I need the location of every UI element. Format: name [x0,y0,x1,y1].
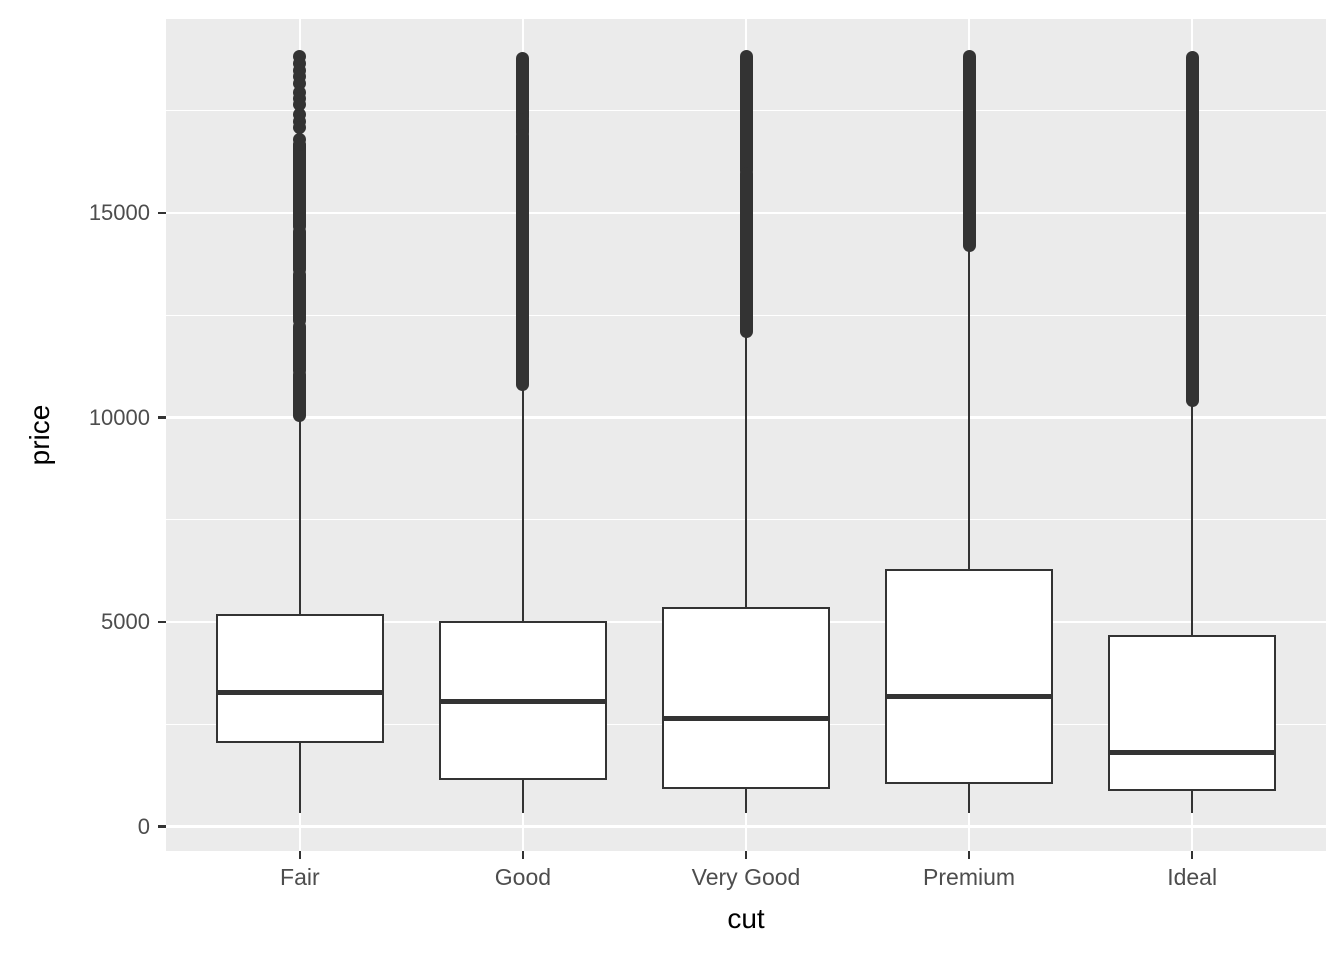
good-outlier-run [516,51,530,124]
x-tick-label: Very Good [691,864,801,890]
fair-outlier-dot [293,137,307,151]
very-good-box [662,606,830,790]
y-tick-label: 15000 [88,200,150,226]
x-tick-mark [521,851,525,859]
x-tick-mark [1190,851,1194,859]
good-upper-whisker [521,385,525,621]
premium-median-line [885,693,1054,699]
y-tick-label: 10000 [88,404,150,430]
fair-median-line [215,689,384,695]
x-tick-mark [298,851,302,859]
fair-outlier-run [293,225,307,277]
premium-box [885,569,1054,784]
y-tick-mark [158,825,166,828]
premium-outlier-run [962,50,976,252]
y-axis-title: price [24,404,55,466]
premium-upper-whisker [967,247,971,570]
ideal-box [1108,635,1277,791]
x-tick-label: Premium [923,864,1016,890]
very-good-outlier-run [739,166,753,338]
premium-lower-whisker [967,783,971,814]
x-tick-mark [967,851,971,859]
y-tick-mark [158,416,166,419]
y-tick-mark [158,620,166,624]
very-good-outlier-run [739,50,753,177]
ideal-median-line [1108,750,1277,756]
fair-outlier-run [293,367,307,422]
ideal-outlier-run [1185,50,1199,408]
fair-outlier-dot [293,120,307,134]
y-tick-label: 5000 [101,609,150,635]
fair-outlier-dot [293,98,307,112]
ideal-lower-whisker [1190,790,1194,814]
fair-lower-whisker [298,742,302,813]
fair-outlier-run [293,319,307,377]
fair-outlier-run [293,139,307,234]
very-good-upper-whisker [744,333,748,607]
x-tick-label: Fair [280,864,320,890]
x-tick-mark [744,851,748,859]
y-tick-mark [158,211,166,215]
ideal-upper-whisker [1190,402,1194,636]
good-lower-whisker [521,779,525,814]
good-outlier-run [516,128,530,391]
fair-box [215,613,384,743]
y-tick-label: 0 [137,813,150,839]
good-median-line [438,699,607,705]
very-good-lower-whisker [744,789,748,813]
fair-upper-whisker [298,420,302,614]
very-good-median-line [662,715,830,721]
fair-outlier-run [293,268,307,328]
x-tick-label: Ideal [1167,864,1218,890]
x-tick-label: Good [494,864,552,890]
x-axis-title: cut [727,903,765,934]
